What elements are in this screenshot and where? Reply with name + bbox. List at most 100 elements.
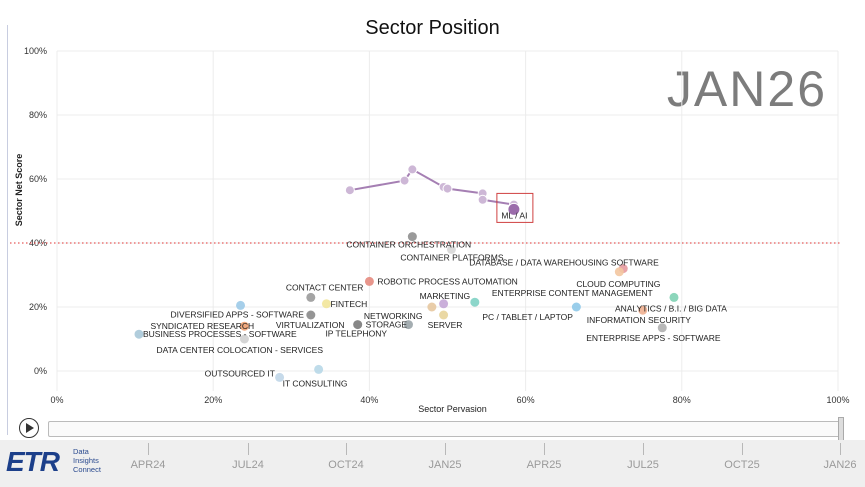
trail-point[interactable] bbox=[477, 194, 488, 205]
data-point[interactable] bbox=[239, 321, 249, 331]
data-point[interactable] bbox=[470, 297, 480, 307]
data-point[interactable] bbox=[239, 334, 249, 344]
data-point[interactable] bbox=[321, 299, 331, 309]
left-rule bbox=[7, 25, 8, 435]
point-label: DATA CENTER COLOCATION - SERVICES bbox=[156, 345, 323, 355]
grid bbox=[56, 50, 839, 391]
y-tick-label: 60% bbox=[29, 174, 47, 184]
y-tick-label: 100% bbox=[24, 46, 47, 56]
point-label: BUSINESS PROCESSES - SOFTWARE bbox=[143, 329, 297, 339]
point-label: CONTAINER ORCHESTRATION bbox=[346, 240, 471, 250]
point-label: ROBOTIC PROCESS AUTOMATION bbox=[377, 276, 517, 286]
timeline-label-jan26[interactable]: JAN26 bbox=[823, 459, 857, 471]
data-point[interactable] bbox=[236, 300, 246, 310]
trail-point[interactable] bbox=[399, 175, 410, 186]
x-axis-label: Sector Pervasion bbox=[418, 404, 487, 414]
data-point[interactable] bbox=[306, 310, 316, 320]
logo-tagline-line: Insights bbox=[73, 456, 99, 465]
date-stamp: JAN26 bbox=[666, 61, 827, 117]
point-label: VIRTUALIZATION bbox=[276, 320, 345, 330]
timeline-tick bbox=[742, 443, 743, 455]
data-point[interactable] bbox=[314, 364, 324, 374]
x-tick-label: 20% bbox=[204, 395, 222, 405]
timeline-label-oct25[interactable]: OCT25 bbox=[724, 459, 760, 471]
trail-point[interactable] bbox=[344, 185, 355, 196]
timeline-label-apr25[interactable]: APR25 bbox=[526, 459, 562, 471]
point-label: ANALYTICS / B.I. / BIG DATA bbox=[615, 303, 727, 313]
play-button[interactable] bbox=[19, 418, 39, 438]
timeline-label-oct24[interactable]: OCT24 bbox=[328, 459, 364, 471]
y-tick-label: 40% bbox=[29, 238, 47, 248]
trail-label: ML / AI bbox=[501, 210, 527, 220]
trail-point[interactable] bbox=[507, 202, 521, 216]
timeline-label-jan25[interactable]: JAN25 bbox=[428, 459, 462, 471]
data-point[interactable] bbox=[669, 292, 679, 302]
trail-group: ML / AI bbox=[344, 164, 534, 223]
point-label: NETWORKING bbox=[364, 311, 423, 321]
point-label: CONTACT CENTER bbox=[286, 282, 364, 292]
play-icon bbox=[26, 423, 34, 433]
trail-point[interactable] bbox=[442, 183, 453, 194]
axis-ticks: 0% 0% 20% 20% 40% 40% 60% 60% 80% 80% 100% 100% bbox=[24, 46, 850, 405]
trail-point[interactable] bbox=[407, 164, 418, 175]
timeline-slider[interactable] bbox=[48, 421, 840, 437]
data-point[interactable] bbox=[134, 329, 144, 339]
point-label: DATABASE / DATA WAREHOUSING SOFTWARE bbox=[469, 258, 659, 268]
point-label: DIVERSIFIED APPS - SOFTWARE bbox=[171, 309, 305, 319]
point-label: ENTERPRISE APPS - SOFTWARE bbox=[586, 333, 721, 343]
data-point[interactable] bbox=[403, 320, 413, 330]
data-point[interactable] bbox=[614, 267, 624, 277]
point-label: SERVER bbox=[428, 320, 463, 330]
logo-tagline-line: Connect bbox=[73, 465, 101, 474]
slider-handle[interactable] bbox=[838, 417, 844, 441]
y-axis-label: Sector Net Score bbox=[14, 153, 24, 227]
x-tick-label: 80% bbox=[673, 395, 691, 405]
timeline-tick bbox=[346, 443, 347, 455]
timeline-tick bbox=[840, 443, 841, 455]
data-point[interactable] bbox=[364, 276, 374, 286]
data-point[interactable] bbox=[427, 302, 437, 312]
data-point[interactable] bbox=[439, 299, 449, 309]
etr-logo-mark: ETR bbox=[6, 446, 60, 477]
point-label: FINTECH bbox=[330, 299, 367, 309]
point-label: INFORMATION SECURITY bbox=[587, 315, 692, 325]
data-point[interactable] bbox=[571, 302, 581, 312]
timeline-tick bbox=[248, 443, 249, 455]
point-label: IT CONSULTING bbox=[283, 378, 348, 388]
point-label: MARKETING bbox=[420, 291, 471, 301]
data-point[interactable] bbox=[446, 244, 456, 254]
y-tick-label: 0% bbox=[34, 366, 47, 376]
logo-tagline-line: Data bbox=[73, 447, 89, 456]
timeline-bar bbox=[0, 440, 865, 487]
timeline-label-jul24[interactable]: JUL24 bbox=[232, 459, 264, 471]
data-point[interactable] bbox=[353, 320, 363, 330]
data-point[interactable] bbox=[439, 310, 449, 320]
points-group bbox=[134, 232, 679, 382]
trail-line bbox=[349, 168, 515, 210]
data-point[interactable] bbox=[275, 372, 285, 382]
timeline-label-apr24[interactable]: APR24 bbox=[130, 459, 166, 471]
data-point[interactable] bbox=[657, 323, 667, 333]
x-tick-label: 60% bbox=[517, 395, 535, 405]
point-labels: CONTAINER ORCHESTRATION CONTAINER PLATFOR… bbox=[143, 240, 727, 389]
point-label: ENTERPRISE CONTENT MANAGEMENT bbox=[492, 288, 653, 298]
point-label: CONTAINER PLATFORMS bbox=[400, 252, 503, 262]
x-tick-label: 100% bbox=[826, 395, 849, 405]
data-point[interactable] bbox=[407, 232, 417, 242]
point-label: PC / TABLET / LAPTOP bbox=[482, 312, 573, 322]
point-label: CLOUD COMPUTING bbox=[576, 279, 660, 289]
y-tick-label: 20% bbox=[29, 302, 47, 312]
y-tick-label: 80% bbox=[29, 110, 47, 120]
x-tick-label: 40% bbox=[360, 395, 378, 405]
timeline-tick bbox=[544, 443, 545, 455]
point-label: SYNDICATED RESEARCH bbox=[150, 321, 254, 331]
highlight-box bbox=[496, 192, 534, 223]
point-label: STORAGE bbox=[366, 320, 408, 330]
data-point[interactable] bbox=[306, 292, 316, 302]
x-tick-label: 0% bbox=[50, 395, 63, 405]
timeline-tick bbox=[643, 443, 644, 455]
timeline-label-jul25[interactable]: JUL25 bbox=[627, 459, 659, 471]
data-point[interactable] bbox=[638, 305, 648, 315]
